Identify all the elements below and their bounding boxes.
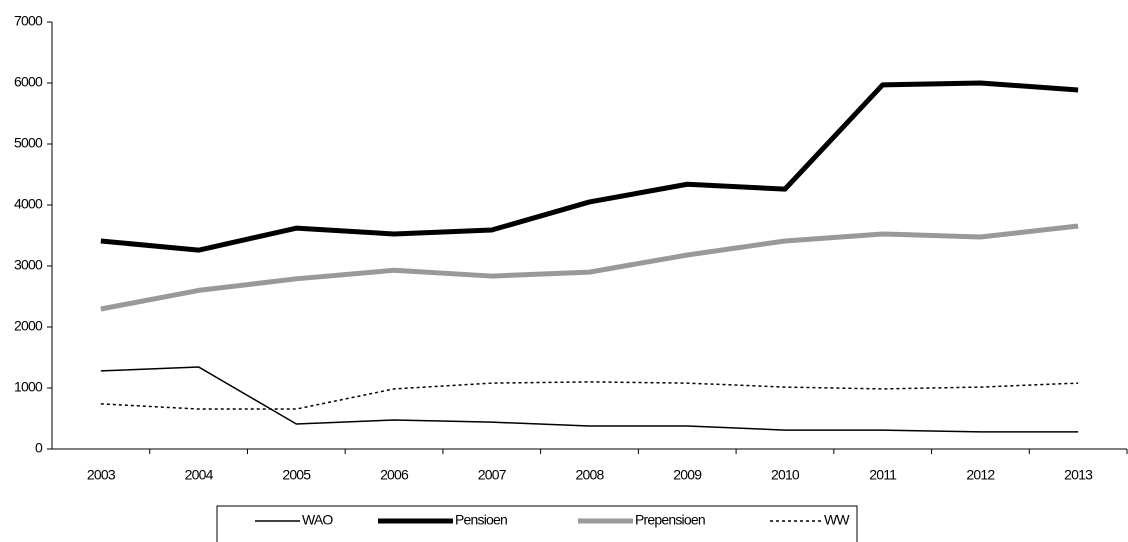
y-tick-label: 1000 <box>14 379 43 395</box>
y-tick-label: 6000 <box>14 74 43 90</box>
legend-label: WAO <box>302 512 333 528</box>
x-tick-label: 2003 <box>87 467 116 483</box>
x-tick-label: 2013 <box>1064 467 1093 483</box>
y-tick-label: 2000 <box>14 318 43 334</box>
y-tick-label: 5000 <box>14 135 43 151</box>
y-tick-label: 0 <box>35 440 43 456</box>
x-tick-label: 2012 <box>966 467 995 483</box>
y-tick-label: 3000 <box>14 257 43 273</box>
x-tick-label: 2007 <box>478 467 507 483</box>
legend-label: Prepensioen <box>635 512 705 528</box>
x-tick-label: 2005 <box>282 467 311 483</box>
x-tick-label: 2008 <box>576 467 605 483</box>
series-line <box>100 366 1079 433</box>
legend-label: Pensioen <box>455 512 507 528</box>
series-line <box>100 223 1079 312</box>
y-tick-label: 7000 <box>14 13 43 29</box>
x-tick-label: 2006 <box>380 467 409 483</box>
legend-label: WW <box>824 512 850 528</box>
legend-box <box>216 505 858 542</box>
y-tick-label: 4000 <box>14 196 43 212</box>
series-line <box>100 381 1079 410</box>
x-tick-label: 2004 <box>185 467 214 483</box>
x-tick-label: 2011 <box>869 467 897 483</box>
x-tick-label: 2009 <box>673 467 702 483</box>
x-tick-label: 2010 <box>771 467 800 483</box>
series-line <box>100 80 1079 253</box>
